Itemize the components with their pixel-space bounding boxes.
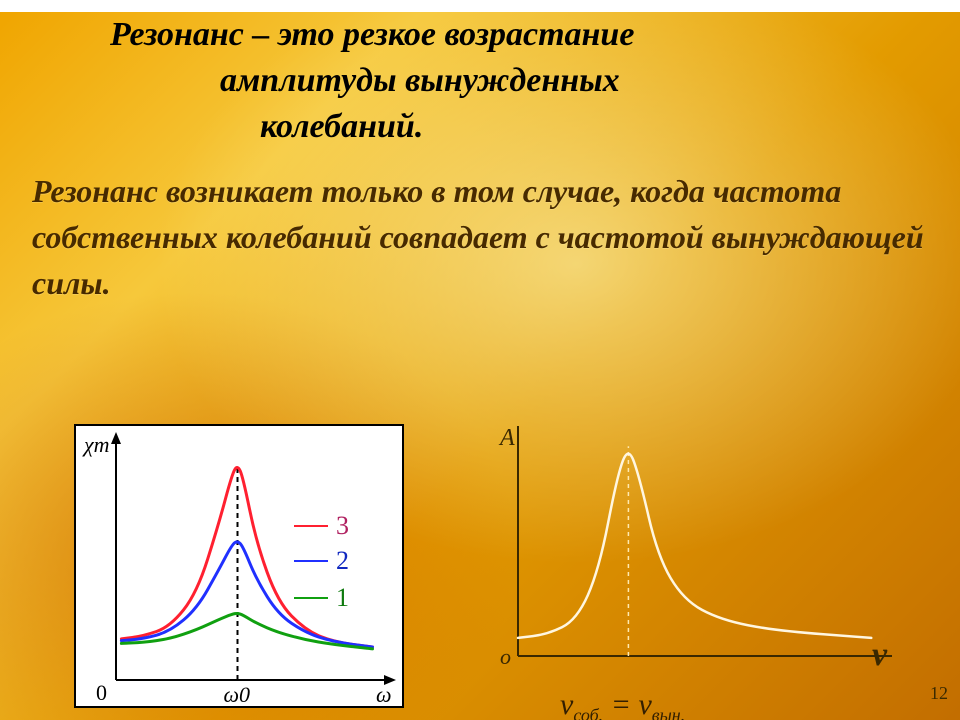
- resonance-multi-chart: χmω0ω0321: [74, 424, 404, 708]
- slide-body-text: Резонанс возникает только в том случае, …: [32, 168, 928, 307]
- resonance-single-chart: [490, 416, 900, 686]
- svg-text:2: 2: [336, 546, 349, 575]
- axis-label-nu: ν: [872, 636, 887, 674]
- axis-label-A: A: [500, 425, 515, 452]
- title-line-3: колебаний.: [260, 104, 960, 150]
- axis-label-origin: о: [500, 644, 511, 670]
- title-line-2: амплитуды вынужденных: [220, 58, 960, 104]
- eq-sub1: соб.: [573, 705, 603, 720]
- svg-text:3: 3: [336, 511, 349, 540]
- eq-v2: ν: [638, 688, 651, 720]
- page-number: 12: [930, 683, 948, 704]
- svg-text:χm: χm: [82, 432, 110, 457]
- svg-text:ω: ω: [376, 682, 392, 707]
- eq-equals: =: [603, 688, 638, 720]
- slide-title-block: Резонанс – это резкое возрастание амплит…: [0, 12, 960, 150]
- svg-text:1: 1: [336, 583, 349, 612]
- title-line-1: Резонанс – это резкое возрастание: [110, 12, 960, 58]
- svg-text:0: 0: [96, 680, 107, 705]
- eq-sub2: вын.: [652, 705, 685, 720]
- figures-area: χmω0ω0321 A о ν νсоб. = νвын. 12: [0, 397, 960, 720]
- chart-svg: [490, 416, 900, 686]
- slide: Резонанс – это резкое возрастание амплит…: [0, 12, 960, 720]
- resonance-condition-equation: νсоб. = νвын.: [560, 688, 685, 720]
- eq-v1: ν: [560, 688, 573, 720]
- svg-text:ω0: ω0: [224, 682, 251, 707]
- chart-svg: χmω0ω0321: [74, 424, 404, 708]
